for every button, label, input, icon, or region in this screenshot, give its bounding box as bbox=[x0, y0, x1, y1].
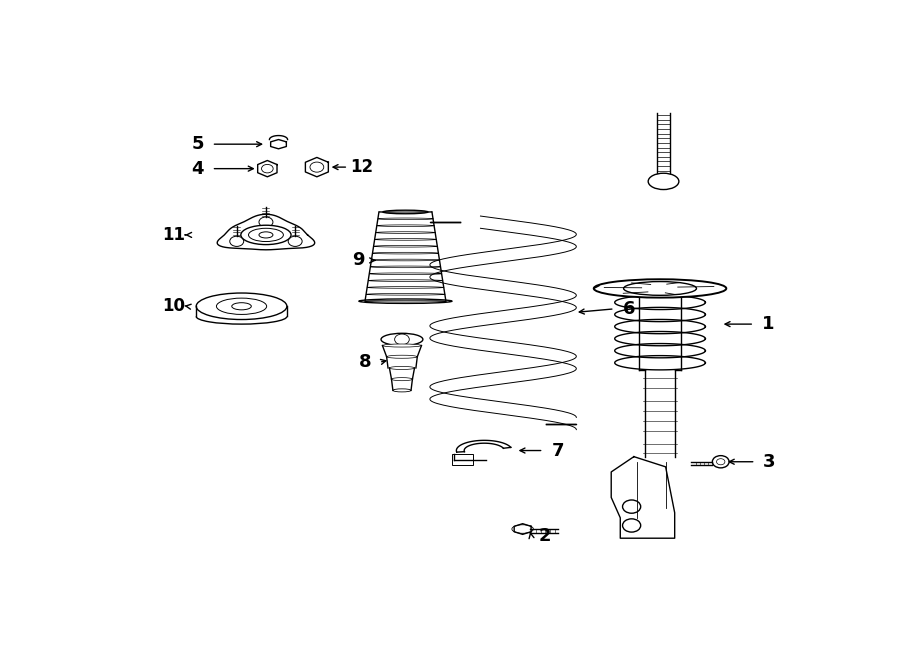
Circle shape bbox=[259, 217, 273, 227]
Ellipse shape bbox=[512, 525, 534, 534]
Ellipse shape bbox=[594, 279, 726, 298]
Circle shape bbox=[310, 162, 324, 172]
Circle shape bbox=[288, 236, 302, 246]
Ellipse shape bbox=[648, 173, 679, 189]
Text: 7: 7 bbox=[552, 442, 563, 459]
Ellipse shape bbox=[392, 377, 412, 381]
Ellipse shape bbox=[390, 367, 415, 369]
Ellipse shape bbox=[359, 299, 452, 303]
Circle shape bbox=[623, 519, 641, 532]
Text: 6: 6 bbox=[623, 300, 634, 318]
Ellipse shape bbox=[624, 281, 697, 295]
Circle shape bbox=[712, 455, 729, 468]
Text: 9: 9 bbox=[352, 252, 365, 269]
Circle shape bbox=[394, 334, 410, 345]
Ellipse shape bbox=[248, 228, 284, 242]
Ellipse shape bbox=[196, 293, 287, 320]
Text: 12: 12 bbox=[351, 158, 374, 176]
Text: 1: 1 bbox=[762, 315, 774, 333]
Text: 5: 5 bbox=[192, 135, 203, 153]
Ellipse shape bbox=[382, 344, 421, 347]
Circle shape bbox=[716, 459, 725, 465]
Text: 8: 8 bbox=[359, 354, 372, 371]
Ellipse shape bbox=[216, 298, 266, 314]
Circle shape bbox=[230, 236, 244, 246]
Ellipse shape bbox=[232, 303, 251, 310]
Ellipse shape bbox=[382, 211, 428, 214]
Circle shape bbox=[623, 500, 641, 513]
Ellipse shape bbox=[241, 225, 291, 244]
Text: 10: 10 bbox=[162, 297, 185, 315]
Ellipse shape bbox=[387, 355, 418, 358]
Ellipse shape bbox=[259, 232, 273, 238]
Text: 3: 3 bbox=[763, 453, 776, 471]
Text: 2: 2 bbox=[539, 527, 551, 545]
Text: 4: 4 bbox=[192, 160, 203, 177]
Ellipse shape bbox=[393, 389, 411, 392]
Text: 11: 11 bbox=[162, 226, 185, 244]
Ellipse shape bbox=[381, 333, 423, 346]
FancyBboxPatch shape bbox=[452, 453, 473, 465]
Circle shape bbox=[262, 164, 273, 173]
